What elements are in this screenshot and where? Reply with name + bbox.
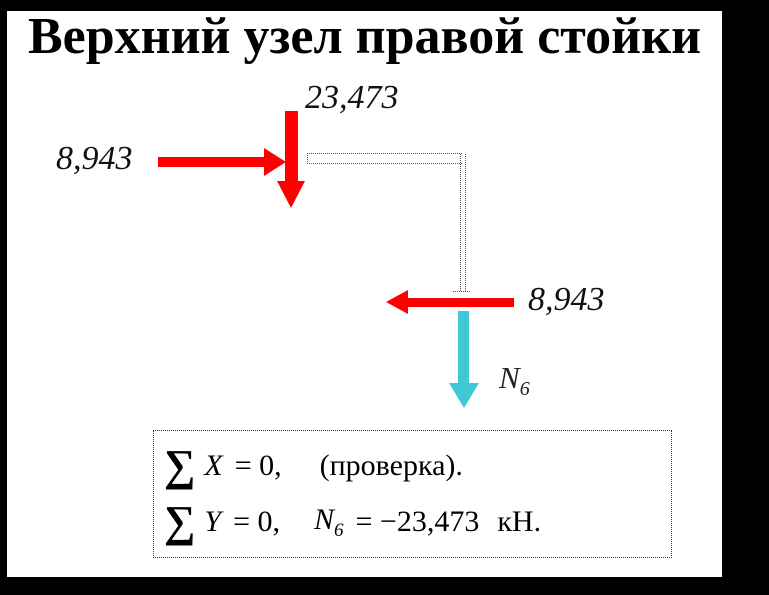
left-force-arrow-shaft bbox=[158, 157, 266, 167]
equation2-force-symbol: N6 bbox=[314, 503, 344, 542]
sigma-icon: ∑ bbox=[164, 440, 196, 490]
frame-left bbox=[0, 0, 7, 595]
right-force-arrow-shaft bbox=[407, 298, 514, 307]
member-end-tick bbox=[453, 291, 470, 292]
equation2-unit: кН. bbox=[497, 505, 542, 539]
equation1-variable: X bbox=[204, 448, 223, 482]
frame-bottom bbox=[0, 577, 769, 595]
right-force-label: 8,943 bbox=[528, 281, 605, 318]
member-vertical-outline bbox=[460, 154, 466, 291]
axial-force-arrow-shaft bbox=[458, 311, 469, 384]
page-title: Верхний узел правой стойки bbox=[27, 8, 702, 65]
left-force-arrow-right-icon bbox=[264, 148, 286, 176]
sigma-icon: ∑ bbox=[164, 497, 196, 547]
right-force-arrow-left-icon bbox=[386, 290, 408, 314]
left-force-label: 8,943 bbox=[56, 140, 133, 177]
axial-force-symbol: N bbox=[499, 360, 520, 395]
equation2-result: = −23,473 bbox=[355, 505, 480, 539]
axial-force-subscript: 6 bbox=[519, 378, 530, 401]
top-load-arrow-down-icon bbox=[277, 181, 305, 208]
member-horizontal-outline bbox=[307, 153, 462, 164]
equation2-rhs: = 0, bbox=[233, 505, 280, 539]
frame-top bbox=[0, 0, 769, 11]
equation2-variable: Y bbox=[204, 505, 222, 539]
axial-force-label: N6 bbox=[499, 360, 530, 401]
equation-sum-x: ∑ X = 0, (проверка). bbox=[164, 440, 671, 490]
equations-box: ∑ X = 0, (проверка). ∑ Y = 0, N6 = −23,4… bbox=[153, 430, 672, 558]
top-force-label: 23,473 bbox=[305, 79, 399, 116]
equation1-rhs: = 0, bbox=[234, 448, 282, 482]
equation1-note: (проверка). bbox=[319, 448, 463, 482]
axial-force-arrow-down-icon bbox=[449, 383, 479, 408]
force-symbol-letter: N bbox=[313, 502, 334, 536]
top-load-arrow-shaft bbox=[285, 111, 298, 183]
frame-right bbox=[722, 0, 769, 595]
equation-sum-y: ∑ Y = 0, N6 = −23,473 кН. bbox=[164, 500, 671, 544]
force-symbol-subscript: 6 bbox=[334, 519, 344, 541]
